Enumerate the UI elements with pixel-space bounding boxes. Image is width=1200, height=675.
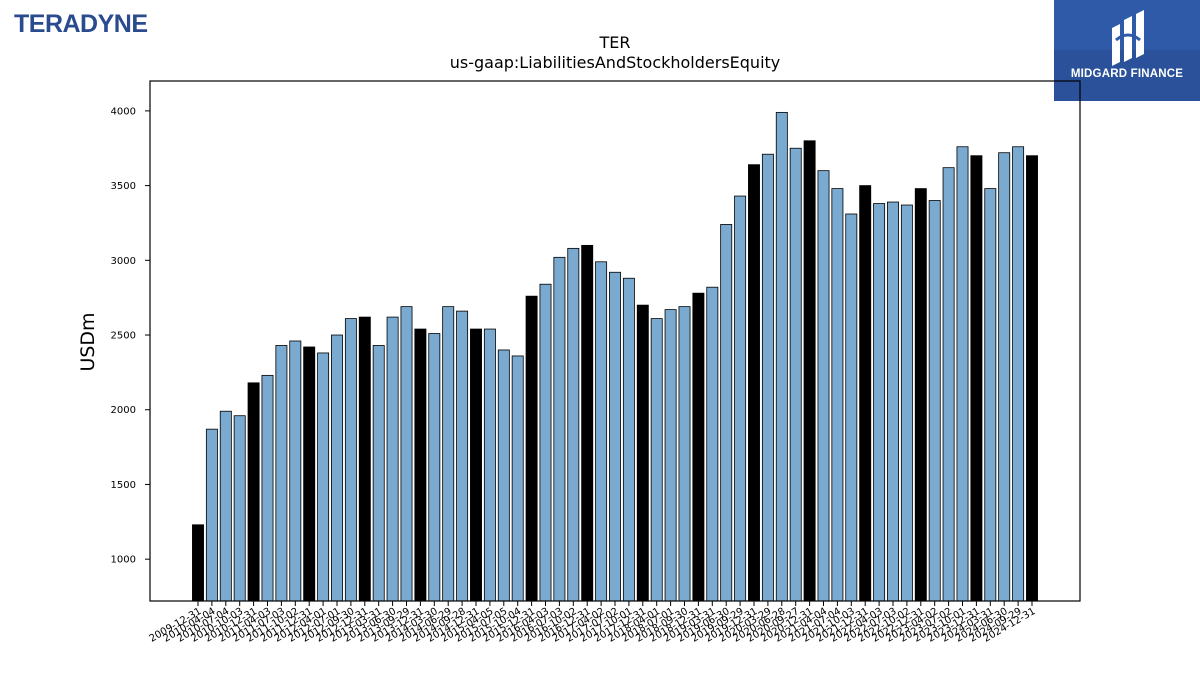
bar-2011-07-03 bbox=[275, 345, 288, 602]
bar-2014-03-30 bbox=[428, 333, 441, 602]
bar-2021-12-31 bbox=[859, 185, 872, 602]
bar-2013-06-30 bbox=[386, 316, 399, 602]
bar-2024-09-29 bbox=[1012, 146, 1025, 602]
bar-2023-10-01 bbox=[956, 146, 969, 602]
midgard-finance-badge[interactable]: MIDGARD FINANCE bbox=[1054, 0, 1200, 101]
chart-subtitle: us-gaap:LiabilitiesAndStockholdersEquity bbox=[449, 53, 781, 72]
bar-2019-12-31 bbox=[748, 164, 760, 602]
bar-2010-04-04 bbox=[205, 428, 218, 602]
x-axis: 2009-12-312010-04-042010-07-042010-10-03… bbox=[148, 601, 1038, 645]
bar-2023-07-02 bbox=[942, 167, 955, 602]
bar-2017-10-01 bbox=[622, 277, 635, 602]
bar-2020-12-31 bbox=[803, 140, 816, 602]
bar-2019-09-29 bbox=[734, 195, 747, 602]
bar-2016-07-03 bbox=[553, 256, 566, 602]
bar-2014-06-29 bbox=[442, 306, 455, 602]
bar-2015-12-31 bbox=[525, 295, 538, 602]
bar-2011-12-31 bbox=[303, 346, 316, 602]
bar-2019-03-31 bbox=[706, 286, 719, 602]
bar-2022-04-03 bbox=[873, 203, 886, 602]
bar-2012-04-01 bbox=[317, 352, 330, 602]
bar-2009-12-31 bbox=[192, 524, 204, 602]
bar-2021-10-03 bbox=[845, 213, 858, 602]
y-tick-label: 2000 bbox=[111, 405, 136, 416]
bar-2013-12-31 bbox=[414, 328, 427, 602]
bar-2020-06-28 bbox=[775, 111, 788, 602]
bar-2013-09-29 bbox=[400, 306, 413, 602]
bar-2021-04-04 bbox=[817, 170, 830, 602]
bars-group bbox=[192, 111, 1038, 602]
bar-2015-10-04 bbox=[511, 355, 524, 602]
bar-2018-04-01 bbox=[650, 318, 663, 602]
bar-2016-10-02 bbox=[567, 247, 580, 602]
bar-2017-04-02 bbox=[595, 261, 608, 602]
bar-2011-04-03 bbox=[261, 374, 274, 602]
teradyne-logo: TERADYNE bbox=[14, 10, 148, 38]
bar-2016-04-03 bbox=[539, 283, 552, 602]
bar-2015-04-05 bbox=[483, 328, 496, 602]
bar-2014-09-28 bbox=[456, 310, 469, 602]
bar-2024-06-30 bbox=[998, 152, 1011, 602]
bar-2023-12-31 bbox=[970, 155, 983, 602]
bar-2010-12-31 bbox=[247, 382, 260, 602]
y-tick-label: 2500 bbox=[111, 331, 136, 342]
chart-title: TER bbox=[599, 33, 631, 52]
bar-2012-07-01 bbox=[331, 334, 343, 602]
plot-frame bbox=[149, 80, 1081, 602]
bar-2010-10-03 bbox=[233, 415, 246, 602]
bar-2022-12-31 bbox=[914, 188, 927, 602]
y-tick-label: 3000 bbox=[111, 256, 136, 267]
y-tick-label: 1000 bbox=[111, 555, 136, 566]
bar-2023-04-02 bbox=[928, 200, 941, 602]
bar-2020-09-27 bbox=[789, 147, 802, 602]
bar-2017-07-02 bbox=[609, 271, 621, 602]
bar-2012-12-31 bbox=[358, 316, 371, 602]
bar-2022-10-02 bbox=[900, 204, 913, 602]
bar-2018-07-01 bbox=[664, 309, 677, 602]
bar-2019-06-30 bbox=[720, 224, 733, 602]
bar-2018-09-30 bbox=[678, 306, 691, 602]
y-tick-label: 1500 bbox=[111, 480, 136, 491]
bar-2016-12-31 bbox=[581, 244, 594, 602]
y-tick-label: 3500 bbox=[111, 181, 136, 192]
bar-2018-12-31 bbox=[692, 292, 705, 602]
bar-2022-07-03 bbox=[887, 201, 899, 602]
bar-2010-07-04 bbox=[219, 410, 232, 602]
bar-2020-03-29 bbox=[761, 153, 774, 602]
midgard-logo-icon bbox=[1054, 0, 1200, 101]
bar-2021-07-04 bbox=[831, 188, 844, 602]
bar-2014-12-31 bbox=[470, 328, 482, 602]
bar-2017-12-31 bbox=[636, 304, 649, 602]
bar-2015-07-05 bbox=[497, 349, 510, 602]
bar-2011-10-02 bbox=[289, 340, 302, 602]
bar-2012-09-30 bbox=[344, 318, 357, 602]
bar-2024-12-31 bbox=[1026, 155, 1038, 602]
y-axis: 1000 1500 2000 2500 3000 3500 4000 bbox=[111, 106, 150, 566]
midgard-finance-label: MIDGARD FINANCE bbox=[1070, 68, 1184, 80]
bar-2024-03-31 bbox=[984, 188, 997, 602]
bar-2013-03-31 bbox=[372, 345, 385, 602]
y-tick-label: 4000 bbox=[111, 106, 136, 117]
